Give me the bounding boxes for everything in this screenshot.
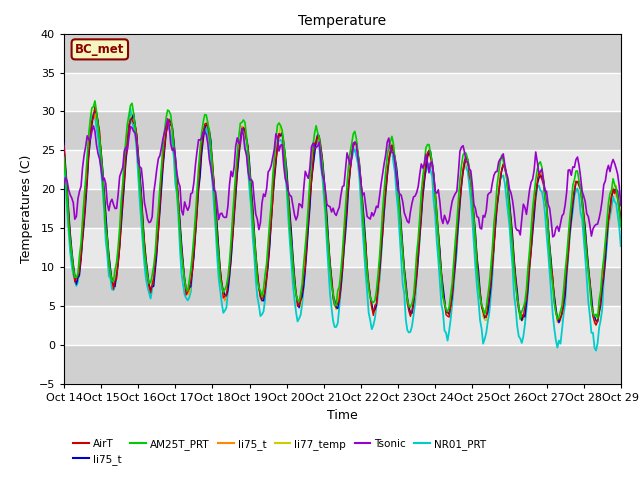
Bar bbox=[64, 189, 621, 228]
X-axis label: Time: Time bbox=[327, 408, 358, 421]
Title: Temperature: Temperature bbox=[298, 14, 387, 28]
Bar bbox=[64, 111, 621, 150]
Legend: AirT, li75_t, AM25T_PRT, li75_t, li77_temp, Tsonic, NR01_PRT: AirT, li75_t, AM25T_PRT, li75_t, li77_te… bbox=[69, 435, 490, 469]
Bar bbox=[64, 345, 621, 384]
Bar bbox=[64, 267, 621, 306]
Bar bbox=[64, 72, 621, 111]
Bar bbox=[64, 228, 621, 267]
Bar bbox=[64, 306, 621, 345]
Y-axis label: Temperatures (C): Temperatures (C) bbox=[20, 155, 33, 263]
Bar bbox=[64, 150, 621, 189]
Text: BC_met: BC_met bbox=[75, 43, 125, 56]
Bar bbox=[64, 34, 621, 72]
